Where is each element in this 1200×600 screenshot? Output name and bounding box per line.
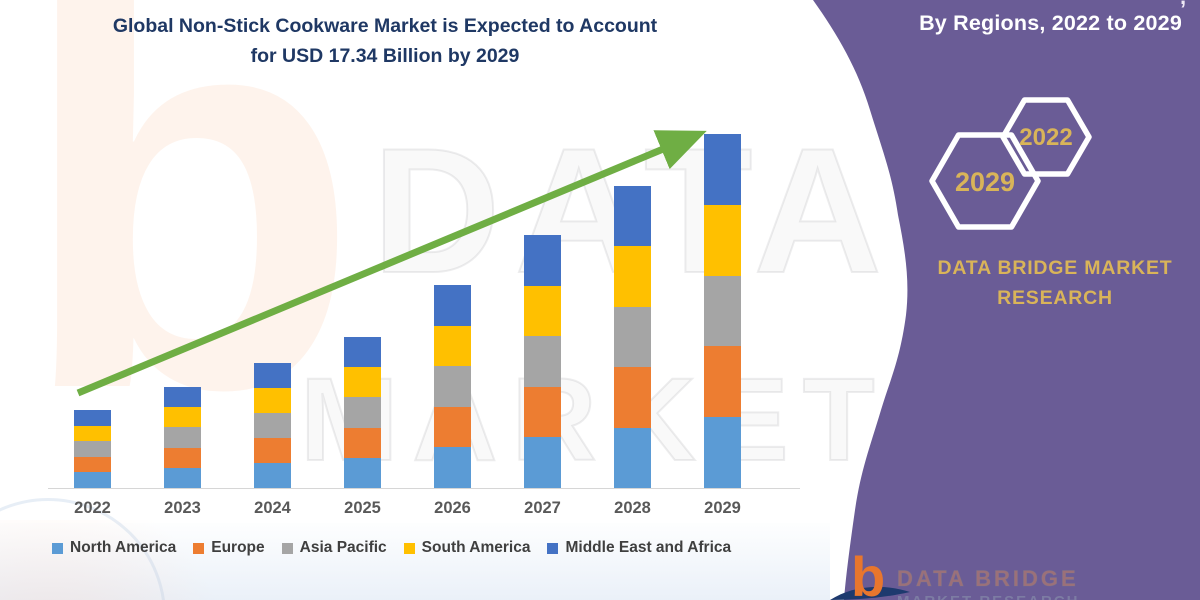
legend-item-south-america: South America [403, 539, 531, 557]
bar-segment-asia-pacific [344, 397, 381, 428]
bar-segment-europe [434, 406, 471, 448]
legend-item-north-america: North America [52, 539, 176, 557]
legend-label: Middle East and Africa [565, 539, 732, 556]
bar-segment-north-america [74, 472, 111, 488]
legend-marker-icon [547, 542, 559, 554]
bar-segment-north-america [254, 462, 291, 488]
banner-heading: By Regions, 2022 to 2029 [919, 11, 1182, 35]
footer-swoosh-path [830, 586, 910, 600]
bar-segment-middle-east-and-africa [614, 186, 651, 247]
x-axis-line [48, 488, 800, 489]
bar-segment-north-america [704, 417, 741, 488]
legend-label: South America [421, 539, 531, 556]
bar-segment-europe [524, 386, 561, 438]
banner-brand-text: DATA BRIDGE MARKET RESEARCH [905, 253, 1200, 313]
bar-2029 [704, 134, 741, 488]
bar-segment-asia-pacific [524, 336, 561, 387]
trend-arrow-line [76, 130, 707, 397]
x-axis-label-2024: 2024 [254, 499, 291, 517]
footer-logo-text2: MARKET RESEARCH [897, 593, 1080, 600]
bar-segment-europe [614, 367, 651, 428]
bar-segment-asia-pacific [74, 441, 111, 457]
bar-2022 [74, 410, 111, 488]
purple-band [813, 0, 1200, 600]
x-axis-label-2027: 2027 [524, 499, 561, 517]
bar-2023 [164, 387, 201, 488]
bar-segment-middle-east-and-africa [74, 410, 111, 426]
bar-segment-asia-pacific [434, 366, 471, 407]
bar-segment-europe [254, 437, 291, 463]
bar-2028 [614, 186, 651, 488]
footer-logo-text: DATA BRIDGE [897, 566, 1079, 592]
bar-segment-south-america [164, 407, 201, 428]
legend-marker-icon [193, 542, 205, 554]
bar-segment-north-america [164, 467, 201, 488]
bar-segment-north-america [614, 427, 651, 488]
legend-label: North America [70, 539, 177, 556]
hexagon-2022-label: 2022 [1019, 124, 1073, 151]
legend: North America Europe Asia Pacific South Ame… [52, 539, 792, 557]
hexagon-2022 [1000, 97, 1092, 177]
bar-segment-middle-east-and-africa [344, 337, 381, 368]
legend-marker-icon [403, 542, 415, 554]
bar-segment-south-america [74, 425, 111, 442]
chart-title-line2: for USD 17.34 Billion by 2029 [250, 45, 520, 67]
bar-segment-north-america [434, 447, 471, 488]
legend-marker-icon [52, 542, 63, 554]
hexagon-2029-label: 2029 [954, 167, 1016, 197]
bar-segment-asia-pacific [704, 275, 741, 347]
bar-segment-asia-pacific [254, 412, 291, 438]
x-axis-label-2022: 2022 [74, 499, 111, 517]
bar-segment-europe [344, 427, 381, 458]
bar-segment-europe [74, 456, 111, 473]
legend-item-middle-east-and-africa: Middle East and Africa [547, 539, 731, 557]
banner-cutoff-text: , [1180, 0, 1186, 10]
bar-2024 [254, 362, 291, 488]
bar-segment-asia-pacific [614, 306, 651, 368]
bar-segment-south-america [434, 325, 471, 367]
bar-2025 [344, 337, 381, 488]
footer-logo-b-icon: b [851, 545, 886, 600]
x-axis-label-2029: 2029 [704, 499, 741, 517]
bar-segment-north-america [524, 437, 561, 488]
bar-segment-middle-east-and-africa [704, 134, 741, 205]
x-axis-label-2023: 2023 [164, 499, 201, 517]
bar-2026 [434, 284, 471, 488]
x-axis-label-2025: 2025 [344, 499, 381, 517]
watermark-pink-glow [0, 520, 260, 600]
bar-segment-south-america [614, 246, 651, 307]
banner-brand-line1: DATA BRIDGE MARKET [937, 257, 1173, 279]
bar-segment-south-america [524, 285, 561, 337]
bar-segment-middle-east-and-africa [524, 235, 561, 286]
bar-segment-europe [704, 346, 741, 418]
hexagon-2029 [929, 132, 1041, 230]
legend-label: Europe [211, 539, 265, 556]
legend-item-asia-pacific: Asia Pacific [281, 539, 387, 557]
bar-segment-middle-east-and-africa [434, 284, 471, 326]
bar-segment-south-america [704, 204, 741, 276]
bar-segment-middle-east-and-africa [164, 387, 201, 408]
bar-2027 [524, 235, 561, 488]
x-axis-label-2028: 2028 [614, 499, 651, 517]
chart-title: Global Non-Stick Cookware Market is Expe… [35, 11, 735, 71]
bar-segment-south-america [254, 387, 291, 413]
legend-label: Asia Pacific [299, 539, 387, 556]
legend-marker-icon [281, 542, 293, 554]
chart-title-line1: Global Non-Stick Cookware Market is Expe… [112, 15, 658, 37]
bar-segment-middle-east-and-africa [254, 362, 291, 388]
bar-segment-north-america [344, 457, 381, 488]
banner-brand-line2: RESEARCH [997, 287, 1113, 309]
bar-segment-europe [164, 447, 201, 468]
x-axis-label-2026: 2026 [434, 499, 471, 517]
legend-item-europe: Europe [193, 539, 265, 557]
bar-segment-south-america [344, 367, 381, 398]
bar-segment-asia-pacific [164, 427, 201, 448]
